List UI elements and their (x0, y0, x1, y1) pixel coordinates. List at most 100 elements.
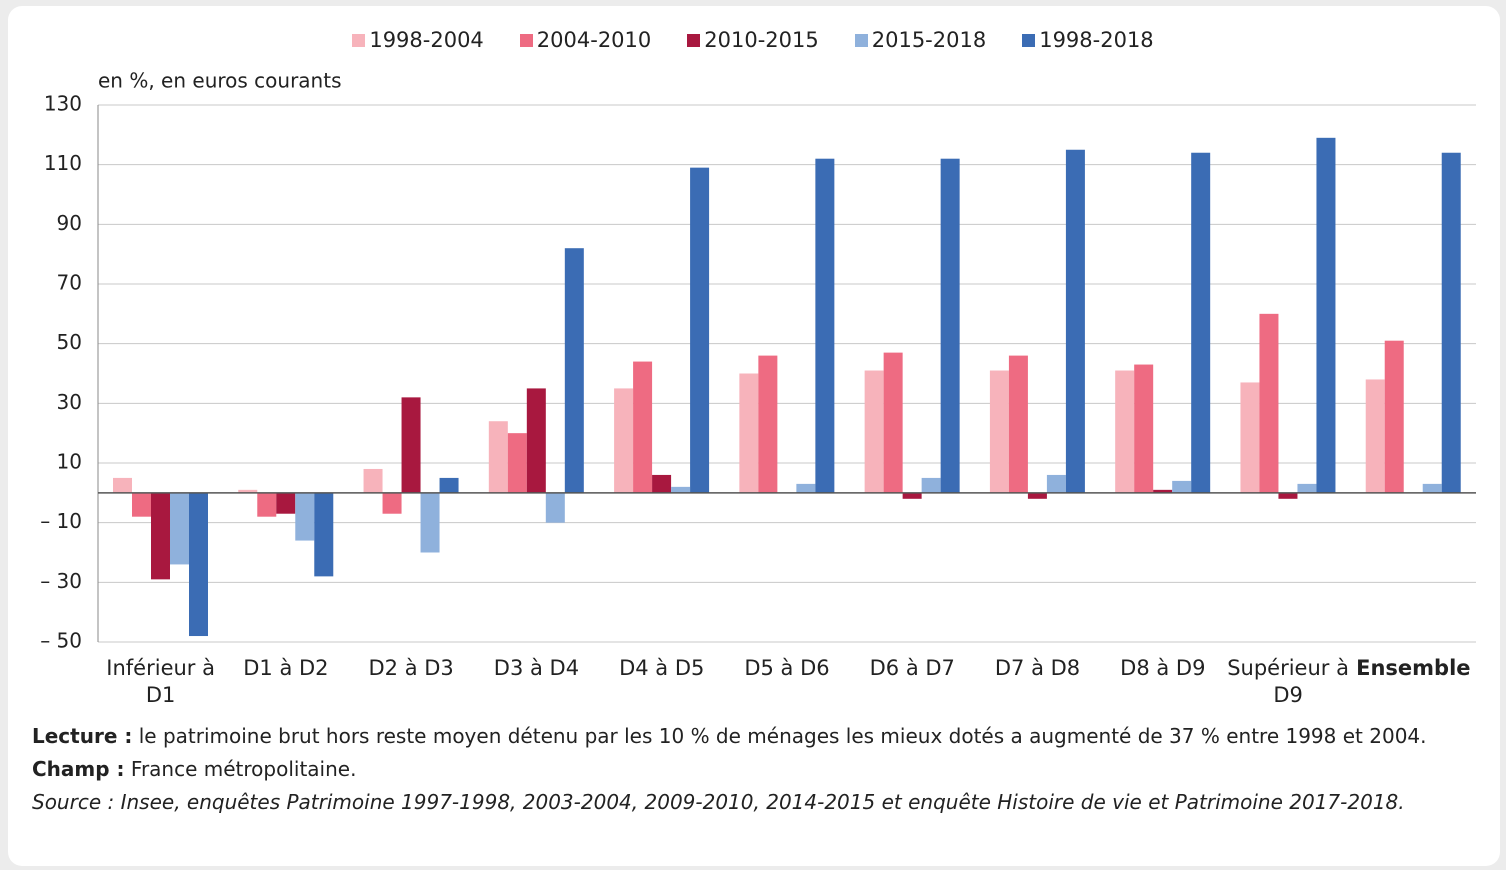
x-tick-label: D4 à D5 (619, 656, 705, 680)
bar (488, 421, 508, 493)
x-tick-label: Ensemble (1356, 656, 1471, 680)
legend-item: 1998-2004 (352, 28, 484, 52)
bar (1422, 483, 1442, 493)
x-tick-label: D8 à D9 (1120, 656, 1206, 680)
y-tick-label: – 10 (40, 509, 82, 533)
bar (633, 361, 653, 493)
bar (864, 370, 884, 493)
bar (1297, 483, 1317, 493)
y-tick-label: 70 (57, 271, 82, 295)
x-tick-label: D3 à D4 (493, 656, 580, 680)
bar (1153, 489, 1173, 493)
bar (545, 492, 565, 523)
y-tick-label: – 30 (40, 569, 82, 593)
bar (382, 492, 402, 514)
x-tick-label: D5 à D6 (744, 656, 830, 680)
y-tick-label: 130 (44, 92, 82, 116)
legend-label: 1998-2018 (1039, 28, 1154, 52)
bar (1384, 340, 1404, 493)
bar (314, 492, 334, 577)
y-axis-label: en %, en euros courants (98, 69, 342, 93)
lecture-label: Lecture : (32, 724, 133, 748)
legend-swatch (519, 33, 533, 47)
bar (989, 370, 1009, 493)
lecture-text: le patrimoine brut hors reste moyen déte… (138, 724, 1427, 748)
legend-swatch (352, 33, 366, 47)
y-tick-label: 10 (57, 450, 82, 474)
legend-swatch (1022, 33, 1036, 47)
legend-swatch (687, 33, 701, 47)
bar (921, 477, 941, 493)
bar (1115, 370, 1135, 493)
bar (564, 248, 584, 493)
bar (652, 474, 672, 493)
legend-label: 2015-2018 (871, 28, 987, 52)
bar (1259, 313, 1279, 493)
bar (295, 492, 315, 541)
bar (1008, 355, 1028, 493)
legend-label: 1998-2004 (369, 28, 484, 52)
bar (132, 492, 151, 517)
legend-label: 2004-2010 (536, 28, 652, 52)
champ-label: Champ : (32, 757, 125, 781)
legend-item: 2010-2015 (687, 28, 819, 52)
bar (420, 492, 440, 553)
bar (1441, 152, 1461, 493)
bar (1316, 137, 1336, 493)
bar (902, 492, 922, 499)
bar (363, 468, 383, 493)
legend-item: 2004-2010 (519, 28, 652, 52)
bar (439, 477, 459, 493)
bar (257, 492, 277, 517)
champ-text: France métropolitaine. (130, 757, 357, 781)
bar (614, 388, 634, 493)
bar (1046, 474, 1066, 493)
bar (170, 492, 189, 565)
y-tick-label: 50 (57, 330, 82, 354)
y-tick-label: – 50 (40, 629, 82, 653)
legend-item: 2015-2018 (854, 28, 987, 52)
legend-item: 1998-2018 (1022, 28, 1154, 52)
bar (1365, 379, 1385, 493)
bar (189, 492, 208, 637)
y-tick-label: 30 (57, 390, 82, 414)
legend-swatch (854, 33, 868, 47)
x-tick-label: D6 à D7 (869, 656, 955, 680)
bar (815, 158, 835, 493)
champ: Champ : France métropolitaine. (32, 753, 1482, 786)
bar (1278, 492, 1298, 499)
source-text: Source : Insee, enquêtes Patrimoine 1997… (32, 790, 1405, 814)
y-tick-label: 90 (57, 211, 82, 235)
bar (526, 388, 546, 493)
bar (1065, 149, 1085, 493)
bar (1240, 382, 1260, 493)
notes: Lecture : le patrimoine brut hors reste … (32, 720, 1482, 819)
bar (401, 397, 421, 493)
x-tick-label: D2 à D3 (368, 656, 454, 680)
bar (1191, 152, 1211, 493)
bar (238, 489, 258, 493)
source: Source : Insee, enquêtes Patrimoine 1997… (32, 786, 1482, 819)
bar (276, 492, 296, 514)
bar (1027, 492, 1047, 499)
bar (758, 355, 778, 493)
lecture: Lecture : le patrimoine brut hors reste … (32, 720, 1482, 753)
bar (796, 483, 816, 493)
bar (151, 492, 170, 580)
bar (883, 352, 903, 493)
bar (1134, 364, 1154, 493)
x-tick-label: D7 à D8 (994, 656, 1081, 680)
bar (690, 167, 710, 493)
bar (1172, 480, 1192, 493)
x-tick-label: D1 à D2 (243, 656, 329, 680)
bar (507, 433, 527, 493)
bar (940, 158, 960, 493)
x-tick-label: Inférieur à D1 (106, 656, 215, 707)
bar (113, 477, 132, 493)
y-tick-label: 110 (44, 151, 82, 175)
x-tick-label: Supérieur à D9 (1227, 656, 1349, 707)
bar (671, 486, 691, 493)
legend: 1998-2004 2004-2010 2010-2015 2015-2018 1998… (0, 28, 1506, 52)
